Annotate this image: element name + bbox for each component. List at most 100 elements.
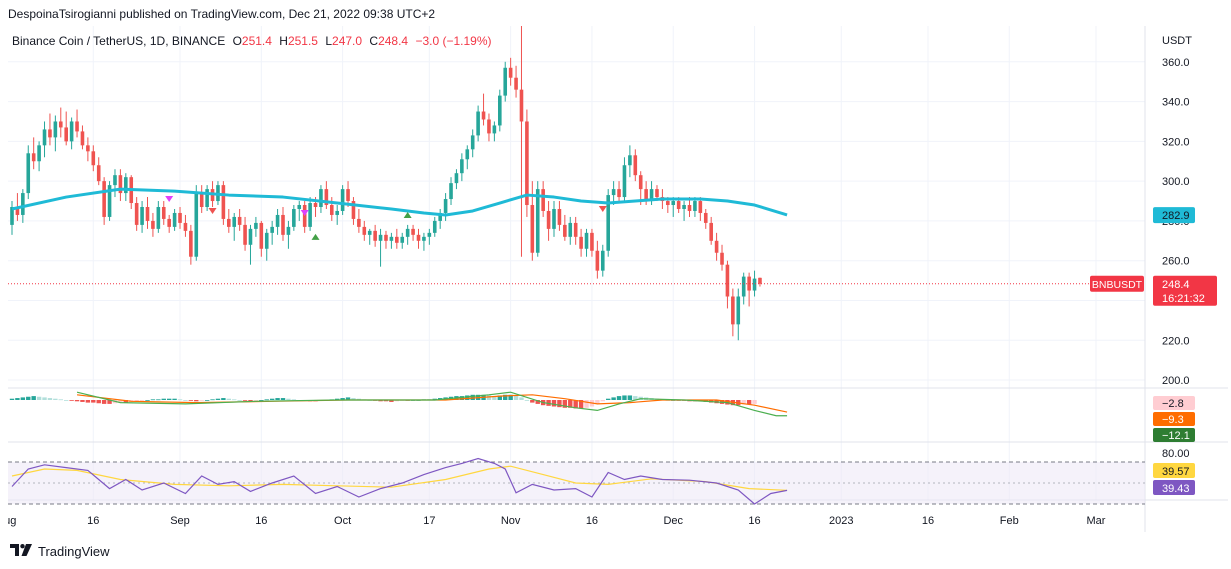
candle-body [725,264,730,297]
bar-countdown: 16:21:32 [1162,293,1205,305]
macd-histogram-bar [226,398,231,400]
candle-body [167,218,171,227]
chart-canvas[interactable]: USDT360.0340.0320.0300.0280.0260.0240.02… [8,26,1228,536]
candle-body [367,230,372,235]
last-price-value: 248.4 [1162,279,1190,291]
candle-body [644,189,648,202]
candle-body [438,212,442,221]
chart-background [8,26,1228,536]
candle-body [595,250,600,271]
candle-body [329,205,334,215]
time-tick-label: Nov [501,515,521,527]
candle-body [687,205,692,211]
candle-body [671,201,676,206]
candle-body [286,226,291,235]
macd-histogram-bar [150,399,156,401]
macd-line [76,391,788,417]
macd-histogram-bar [497,395,502,400]
macd-histogram-bar [80,400,85,402]
candle-body [102,181,106,217]
candle-body [308,203,312,227]
candle-body [731,296,735,325]
rsi-upper-value: 80.00 [1162,448,1190,460]
macd-histogram-bar [172,398,177,400]
symbol-legend: Binance Coin / TetherUS, 1D, BINANCE O25… [12,34,492,48]
macd-histogram-bar [394,400,400,402]
macd-histogram-value: −2.8 [1162,398,1184,410]
macd-histogram-bar [611,397,616,400]
candle-body [389,236,394,241]
macd-histogram-bar [606,398,611,400]
candle-body [248,228,253,245]
macd-histogram-bar [269,398,275,400]
candle-body [519,89,524,122]
macd-histogram-bar [107,400,112,404]
candle-body [449,183,453,200]
candle-body [454,173,459,184]
rsi-value-label: 39.43 [1162,483,1190,495]
candle-body [514,77,518,90]
macd-histogram-bar [199,400,204,401]
candle-body [443,199,448,213]
candle-body [118,175,123,194]
macd-histogram-bar [42,397,47,400]
macd-histogram-bar [508,394,513,400]
macd-histogram-bar [166,398,172,400]
macd-histogram-bar [183,400,188,401]
rsi-ma-badge [1153,463,1195,478]
rsi-ma-line [11,465,788,491]
candle-body [243,224,247,245]
ma-value-badge [1153,207,1195,224]
macd-histogram-bar [503,394,508,400]
candle-body [75,121,79,132]
candle-body [741,276,746,297]
candle-body [80,131,85,146]
macd-histogram-bar [248,400,253,402]
candle-body [460,159,464,174]
macd-histogram-bar [58,399,63,401]
candle-body [655,189,659,198]
candle-body [107,185,112,217]
candle-body [487,119,491,134]
open-value: 251.4 [241,34,272,48]
candle-body [91,151,96,166]
macd-histogram-bar [432,398,437,400]
macd-histogram-bar [286,398,291,400]
macd-histogram-bar [85,400,91,403]
candle-body [205,189,209,207]
candle-body [752,278,757,291]
macd-histogram-bar [53,398,58,400]
time-tick-label: 16 [748,515,760,527]
time-tick-label: 16 [586,515,598,527]
footer-brand[interactable]: TradingView [10,543,110,559]
time-tick-label: Mar [1087,515,1106,527]
candle-body [227,218,231,227]
buy-signal-marker [311,233,320,240]
candle-body [292,208,296,227]
macd-histogram-bar [156,399,161,401]
price-tick-label: 220.0 [1162,335,1190,347]
candle-body [568,222,573,237]
time-tick-label: Aug [8,515,16,527]
macd-histogram-bar [557,400,562,408]
macd-histogram-bar [459,396,465,400]
candle-body [319,189,323,207]
macd-histogram-bar [741,400,746,405]
candle-body [58,121,63,128]
tradingview-logo-icon [10,543,32,559]
candle-body [362,226,367,235]
candle-body [693,201,697,211]
candle-body [525,121,529,206]
sell-signal-marker [598,205,607,212]
macd-histogram-bar [9,398,15,400]
macd-histogram-bar [26,396,31,400]
macd-histogram-bar [622,395,627,400]
price-tick-label: 300.0 [1162,176,1190,188]
price-tick-label: 360.0 [1162,57,1190,69]
macd-histogram-badge [1153,396,1195,410]
macd-histogram-bar [15,398,20,400]
macd-histogram-bar [345,397,351,400]
candle-body [557,208,562,225]
candle-body [26,153,31,194]
low-value: 247.0 [332,34,363,48]
